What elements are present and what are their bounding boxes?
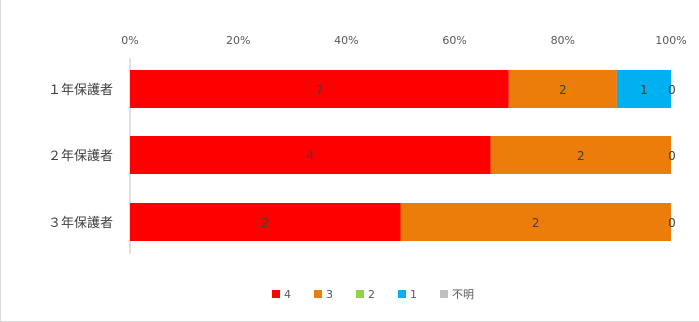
data-label: 1: [640, 83, 648, 97]
x-tick-label: 60%: [442, 34, 466, 47]
data-label: 2: [532, 216, 540, 230]
x-tick-label: 40%: [334, 34, 358, 47]
x-tick-label: 0%: [121, 34, 138, 47]
data-label: 4: [307, 149, 315, 163]
legend-swatch: [440, 290, 448, 298]
x-tick-label: 20%: [226, 34, 250, 47]
legend-swatch: [398, 290, 406, 298]
legend-swatch: [314, 290, 322, 298]
bar-segment: [490, 136, 671, 174]
data-label: 0: [668, 216, 676, 230]
legend-swatch: [272, 290, 280, 298]
data-label: 2: [577, 149, 585, 163]
x-tick-label: 80%: [551, 34, 575, 47]
legend-label: 3: [326, 288, 333, 301]
bar-segment: [508, 70, 617, 108]
bar-segment: [130, 203, 401, 241]
legend-swatch: [356, 290, 364, 298]
category-label: ２年保護者: [48, 148, 113, 164]
data-label: 2: [261, 216, 269, 230]
legend-label: 4: [284, 288, 291, 301]
x-tick-label: 100%: [655, 34, 686, 47]
legend-label: 1: [410, 288, 417, 301]
data-label: 0: [668, 149, 676, 163]
bar-segment: [616, 70, 671, 108]
legend-label: 不明: [452, 288, 474, 301]
category-label: ３年保護者: [48, 215, 113, 231]
data-label: 0: [668, 83, 676, 97]
data-label: 2: [559, 83, 567, 97]
data-label: 7: [316, 83, 324, 97]
bar-segment: [130, 70, 509, 108]
bar-segment: [400, 203, 671, 241]
legend-label: 2: [368, 288, 375, 301]
category-label: １年保護者: [48, 82, 113, 98]
bar-segment: [130, 136, 491, 174]
